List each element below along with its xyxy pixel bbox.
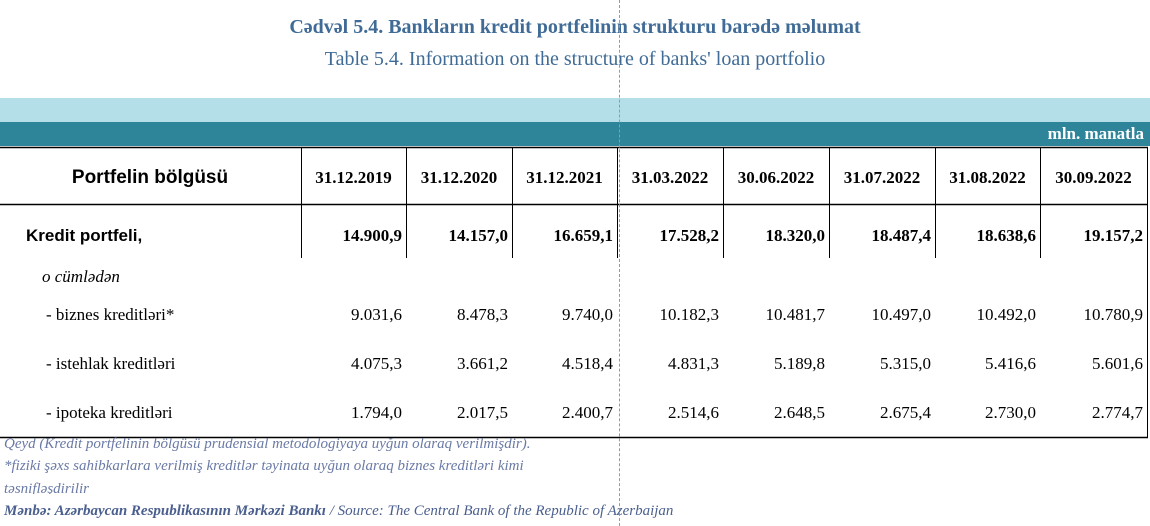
value-cell: 14.900,9 [342,226,403,245]
note: Qeyd (Kredit portfelinin bölgüsü prudens… [4,436,531,452]
source: Mənbə: Azərbaycan Respublikasının Mərkəz… [4,503,673,520]
value-cell: 10.481,7 [765,305,826,324]
source-az: Mənbə: Azərbaycan Respublikasının Mərkəz… [4,503,326,519]
page-break-line [619,0,620,526]
band-dark [0,122,1150,146]
value-cell: 5.601,6 [1092,354,1143,373]
row-label: - biznes kreditləri* [46,305,175,324]
unit: mln. manatla [1047,124,1144,143]
row-label: o cümlədən [42,267,120,286]
value-cell: 2.774,7 [1092,403,1143,422]
value-cell: 3.661,2 [457,354,508,373]
column-header: 31.12.2021 [526,168,603,187]
value-cell: 10.182,3 [659,305,720,324]
value-cell: 1.794,0 [351,403,402,422]
notes: Qeyd (Kredit portfelinin bölgüsü prudens… [0,436,1150,494]
value-cell: 2.648,5 [774,403,825,422]
value-cell: 16.659,1 [553,226,614,245]
value-cell: 2.514,6 [668,403,719,422]
value-cell: 2.730,0 [985,403,1036,422]
value-cell: 5.315,0 [880,354,931,373]
value-cell: 9.031,6 [351,305,402,324]
value-cell: 10.492,0 [976,305,1037,324]
value-cell: 18.638,6 [976,226,1037,245]
title-en: Table 5.4. Information on the structure … [324,48,826,70]
row-label: - ipoteka kreditləri [46,403,173,422]
column-header: Portfelin bölgüsü [71,167,229,188]
column-header: 30.06.2022 [737,168,815,187]
value-cell: 5.416,6 [985,354,1036,373]
value-cell: 2.017,5 [457,403,508,422]
value-cell: 8.478,3 [457,305,508,324]
note: təsnifləşdirilir [4,481,90,494]
column-header: 31.12.2020 [420,168,498,187]
value-cell: 4.518,4 [562,354,613,373]
column-header: 30.09.2022 [1055,168,1132,187]
value-cell: 4.831,3 [668,354,719,373]
source-en: / Source: The Central Bank of the Republ… [325,503,674,519]
row-label: - istehlak kreditləri [46,354,176,373]
value-cell: 2.675,4 [880,403,931,422]
value-cell: 4.075,3 [351,354,402,373]
note: *fiziki şəxs sahibkarlara verilmiş kredi… [4,458,524,474]
value-cell: 9.740,0 [562,305,613,324]
value-cell: 5.189,8 [774,354,825,373]
value-cell: 14.157,0 [448,226,509,245]
title-az: Cədvəl 5.4. Bankların kredit portfelinin… [289,16,861,38]
value-cell: 10.780,9 [1083,305,1144,324]
column-header: 31.03.2022 [631,168,709,187]
column-header: 31.07.2022 [843,168,921,187]
value-cell: 18.320,0 [765,226,826,245]
value-cell: 18.487,4 [871,226,932,245]
value-cell: 19.157,2 [1083,226,1144,245]
column-header: 31.08.2022 [949,168,1026,187]
value-cell: 2.400,7 [562,403,613,422]
row-label: Kredit portfeli, [26,226,143,245]
band-light [0,98,1150,122]
column-header: 31.12.2019 [315,168,392,187]
value-cell: 17.528,2 [659,226,720,245]
value-cell: 10.497,0 [871,305,932,324]
